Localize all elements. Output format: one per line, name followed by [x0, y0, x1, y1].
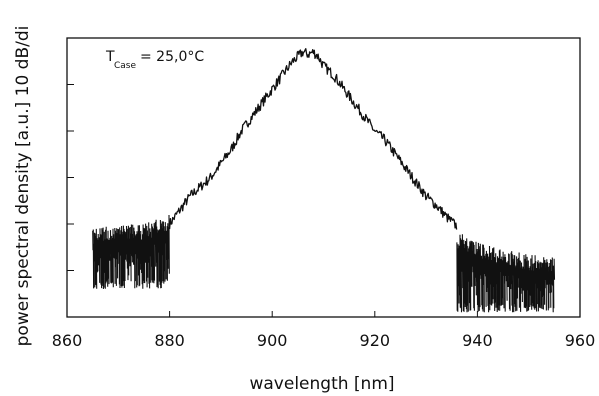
- axis-ticks: [66, 84, 581, 317]
- x-tick-label: 940: [462, 331, 493, 350]
- x-tick-labels: 860 880 900 920 940 960: [52, 331, 596, 350]
- x-tick-label: 920: [360, 331, 391, 350]
- x-axis-label: wavelength [nm]: [249, 374, 394, 394]
- x-tick-label: 860: [52, 331, 83, 350]
- annotation-main: T: [105, 49, 115, 65]
- noise-floor: [92, 214, 556, 313]
- temperature-annotation: T Case = 25,0°C: [105, 49, 204, 71]
- annotation-value: = 25,0°C: [140, 49, 204, 65]
- y-axis-label: power spectral density [a.u.] 10 dB/di: [13, 26, 33, 347]
- x-tick-label: 880: [154, 331, 185, 350]
- noise-floor-right: [456, 234, 556, 313]
- spectrum-line: [168, 48, 458, 230]
- x-tick-label: 900: [257, 331, 288, 350]
- x-tick-label: 960: [565, 331, 596, 350]
- annotation-subscript: Case: [114, 61, 136, 71]
- noise-floor-left: [92, 214, 170, 290]
